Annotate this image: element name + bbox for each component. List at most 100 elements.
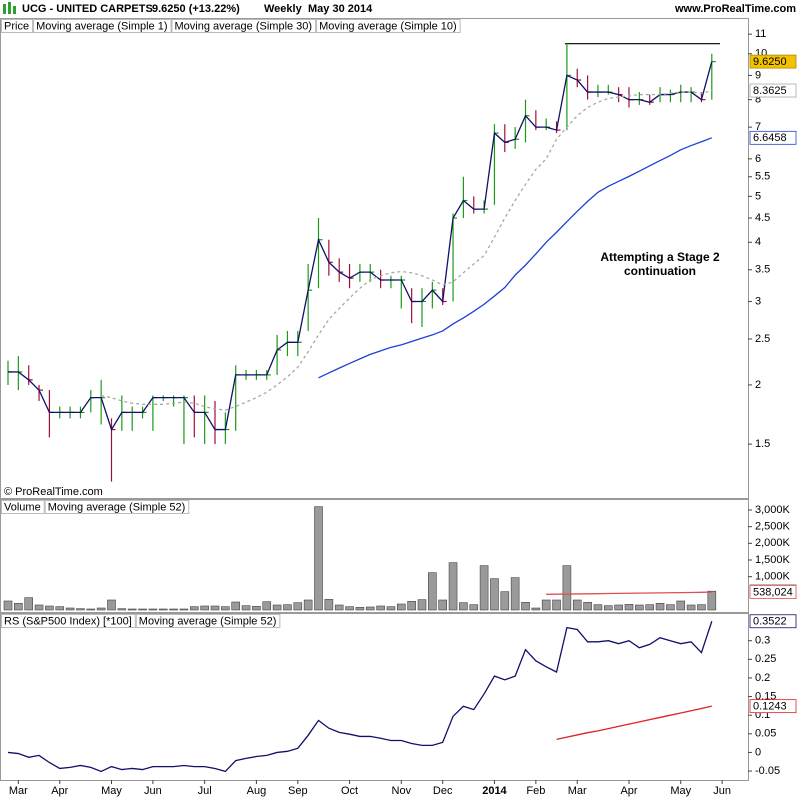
volume-bar <box>490 578 499 611</box>
volume-bar <box>252 606 261 611</box>
volume-bar <box>583 602 592 611</box>
volume-bar <box>200 605 209 611</box>
volume-bar <box>34 604 44 611</box>
y-tick-label: 1.5 <box>755 438 770 450</box>
value-label: 6.6458 <box>753 132 787 144</box>
value-label-box <box>749 699 797 714</box>
value-label-box <box>749 83 797 98</box>
volume-bar <box>45 605 54 611</box>
volume-bar <box>448 562 458 611</box>
value-label: 8.3625 <box>753 85 787 97</box>
volume-bar <box>117 608 127 611</box>
y-tick-label: 3 <box>755 295 761 307</box>
legend-box <box>44 500 190 514</box>
x-tick-label: Sep <box>288 785 308 797</box>
volume-bar <box>603 605 613 611</box>
volume-bar <box>645 604 655 611</box>
volume-bar <box>231 601 240 611</box>
y-tick-label: 0.05 <box>755 728 776 740</box>
series-line <box>546 591 712 595</box>
y-tick-label: 3,000K <box>755 504 791 516</box>
volume-bar <box>459 602 468 611</box>
volume-bar <box>469 604 479 611</box>
volume-bar <box>541 599 551 611</box>
volume-bar <box>272 604 282 611</box>
volume-bar <box>655 603 665 611</box>
y-tick-label: 2 <box>755 379 761 391</box>
icon-bar <box>3 4 6 14</box>
x-tick-label: 2014 <box>482 785 507 797</box>
pane-frame <box>0 499 749 613</box>
x-tick-label: May <box>101 785 122 797</box>
copyright: © ProRealTime.com <box>4 486 103 498</box>
icon-bar <box>8 2 11 14</box>
volume-bar <box>86 608 96 611</box>
y-tick-label: 3.5 <box>755 264 770 276</box>
annotation: Attempting a Stage 2 continuation <box>600 250 720 278</box>
pane-frame <box>0 18 749 499</box>
series-line <box>8 61 713 432</box>
legend-box <box>135 614 281 628</box>
volume-bar <box>107 599 116 611</box>
volume-bar <box>179 608 189 611</box>
x-tick-label: Apr <box>51 785 68 797</box>
volume-bar <box>96 607 106 611</box>
volume-bar <box>707 590 717 611</box>
x-tick-label: Feb <box>526 785 545 797</box>
y-tick-label: 9 <box>755 69 761 81</box>
y-tick-label: 0.25 <box>755 653 776 665</box>
legend-entry: RS (S&P500 Index) [*100] <box>4 615 132 627</box>
volume-bar <box>614 604 623 611</box>
volume-bar <box>158 608 168 611</box>
volume-bar <box>127 608 137 611</box>
y-tick-label: 5.5 <box>755 171 770 183</box>
volume-bar <box>500 591 510 611</box>
series-line <box>7 621 713 773</box>
legend-box <box>316 19 461 33</box>
volume-bar <box>355 607 365 611</box>
legend-entry: Volume <box>4 501 41 513</box>
volume-bar <box>76 608 85 611</box>
quote: 9.6250 (+13.22%) <box>152 3 240 15</box>
volume-bar <box>376 605 385 611</box>
legend-entry: Price <box>4 20 29 32</box>
volume-bar <box>314 506 323 611</box>
volume-bar <box>531 607 541 611</box>
volume-bar <box>365 606 375 611</box>
volume-bar <box>210 605 220 611</box>
y-tick-label: 2,500K <box>755 521 791 533</box>
volume-bar <box>55 606 65 611</box>
legend-entry: Moving average (Simple 30) <box>175 20 313 32</box>
volume-bar <box>283 604 292 611</box>
value-label-box <box>749 614 797 629</box>
legend-box <box>1 19 34 33</box>
volume-bar <box>572 599 582 611</box>
value-label: 538,024 <box>753 586 793 598</box>
series-line <box>556 705 712 741</box>
volume-bar <box>407 601 416 611</box>
x-tick-label: Jun <box>144 785 162 797</box>
volume-bar <box>24 597 34 611</box>
symbol: UCG - UNITED CARPETS <box>22 3 153 15</box>
date: May 30 2014 <box>308 3 373 15</box>
legend-entry: Moving average (Simple 1) <box>36 20 167 32</box>
x-tick-label: Jul <box>198 785 212 797</box>
volume-bar <box>345 606 354 611</box>
annotation-box: Attempting a Stage 2 continuation <box>600 250 720 278</box>
volume-bar <box>262 601 272 611</box>
volume-bar <box>438 599 448 611</box>
volume-bar <box>3 600 13 611</box>
app-icon <box>3 2 16 14</box>
series-line <box>101 89 712 411</box>
volume-bar <box>552 599 561 611</box>
value-label-box <box>749 130 797 145</box>
y-tick-label: 8 <box>755 94 761 106</box>
legend-entry: Moving average (Simple 52) <box>48 501 186 513</box>
y-tick-label: 1,000K <box>755 571 791 583</box>
volume-bar <box>510 577 520 611</box>
volume-bar <box>479 565 489 611</box>
x-tick-label: Mar <box>9 785 28 797</box>
